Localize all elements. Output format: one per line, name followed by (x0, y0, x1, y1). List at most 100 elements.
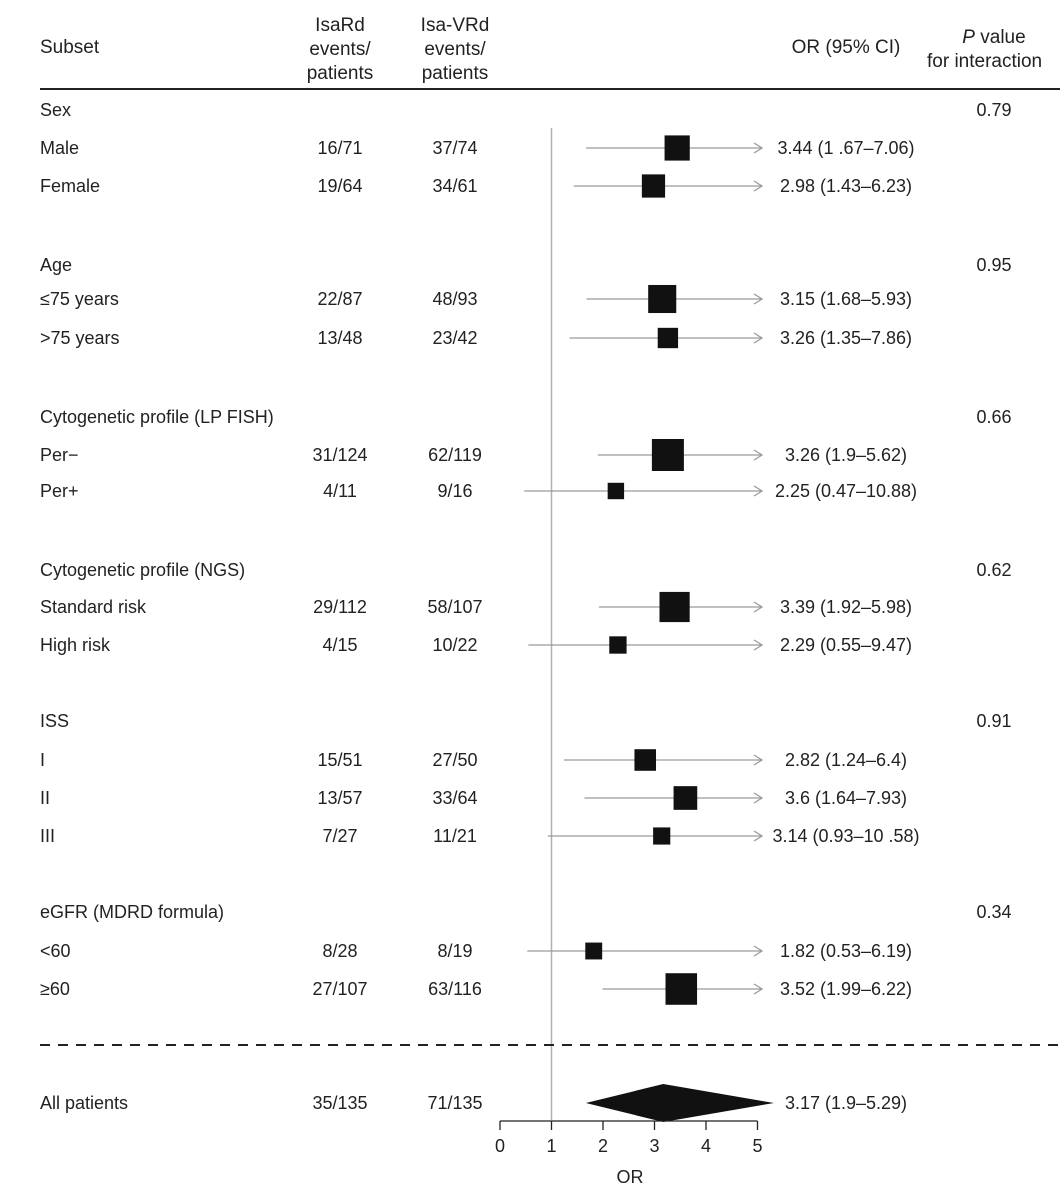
row-isavrd-events: 34/61 (432, 176, 477, 196)
row-label: Male (40, 138, 79, 158)
ci-arrow (753, 332, 764, 344)
header-isavrd-line2: events/ (424, 39, 486, 60)
table-header: Subset IsaRd events/ patients Isa-VRd ev… (40, 15, 1060, 90)
ci-arrow (753, 792, 764, 804)
or-marker (665, 973, 698, 1005)
x-tick-label: 1 (546, 1136, 556, 1156)
overall-or-ci-text: 3.17 (1.9–5.29) (785, 1093, 907, 1113)
group-title: eGFR (MDRD formula) (40, 902, 224, 922)
row-isard-events: 8/28 (322, 941, 357, 961)
row-label: II (40, 788, 50, 808)
x-tick-label: 3 (649, 1136, 659, 1156)
header-subset: Subset (40, 37, 100, 58)
row-isavrd-events: 8/19 (437, 941, 472, 961)
or-marker (585, 942, 603, 960)
header-isard-line2: events/ (309, 39, 371, 60)
or-marker (607, 482, 625, 500)
ci-arrow (753, 142, 764, 154)
ci-arrow (753, 485, 764, 497)
row-label: Per+ (40, 481, 79, 501)
subgroup-rows: Sex 0.79 Male 16/71 37/74 3.44 (1 .67–7.06) Fe… (40, 100, 1012, 1122)
row-label: Standard risk (40, 597, 147, 617)
group-p-value: 0.95 (976, 255, 1011, 275)
row-label: >75 years (40, 328, 120, 348)
group-title: ISS (40, 711, 69, 731)
header-isard-line3: patients (307, 63, 374, 84)
group-title: Cytogenetic profile (NGS) (40, 560, 245, 580)
group-p-value: 0.91 (976, 711, 1011, 731)
header-pvalue-line2: for interaction (927, 51, 1042, 72)
ci-arrow (753, 293, 764, 305)
row-label: III (40, 826, 55, 846)
group-title: Age (40, 255, 72, 275)
or-marker (657, 327, 679, 349)
row-isard-events: 13/57 (317, 788, 362, 808)
row-isard-events: 4/11 (323, 481, 357, 501)
ci-arrow (753, 754, 764, 766)
ci-arrow (753, 945, 764, 957)
row-isard-events: 19/64 (317, 176, 362, 196)
row-isavrd-events: 23/42 (432, 328, 477, 348)
row-isard-events: 27/107 (312, 979, 367, 999)
or-marker (673, 786, 698, 810)
group-title: Cytogenetic profile (LP FISH) (40, 407, 274, 427)
row-isard-events: 16/71 (317, 138, 362, 158)
row-isard-events: 7/27 (322, 826, 357, 846)
row-isavrd-events: 11/21 (433, 826, 477, 846)
row-label: ≥60 (40, 979, 70, 999)
or-marker (659, 591, 690, 623)
or-marker (664, 135, 690, 161)
ci-arrow (753, 983, 764, 995)
row-or-ci-text: 3.44 (1 .67–7.06) (777, 138, 914, 158)
row-isard-events: 29/112 (313, 597, 367, 617)
header-isavrd-line3: patients (422, 63, 489, 84)
or-marker (634, 749, 657, 771)
x-tick-label: 5 (752, 1136, 762, 1156)
row-or-ci-text: 3.26 (1.35–7.86) (780, 328, 912, 348)
ci-arrow (753, 180, 764, 192)
row-isavrd-events: 33/64 (432, 788, 477, 808)
row-label: I (40, 750, 45, 770)
row-or-ci-text: 2.82 (1.24–6.4) (785, 750, 907, 770)
row-or-ci-text: 3.26 (1.9–5.62) (785, 445, 907, 465)
row-isard-events: 4/15 (322, 635, 357, 655)
row-or-ci-text: 3.15 (1.68–5.93) (780, 289, 912, 309)
group-p-value: 0.34 (976, 902, 1011, 922)
header-or-ci: OR (95% CI) (792, 37, 901, 58)
row-or-ci-text: 2.29 (0.55–9.47) (780, 635, 912, 655)
row-isavrd-events: 10/22 (432, 635, 477, 655)
row-or-ci-text: 1.82 (0.53–6.19) (780, 941, 912, 961)
row-or-ci-text: 2.25 (0.47–10.88) (775, 481, 917, 501)
row-isard-events: 22/87 (317, 289, 362, 309)
overall-isard-events: 35/135 (312, 1093, 367, 1113)
overall-label: All patients (40, 1093, 128, 1113)
header-isavrd-line1: Isa-VRd (421, 15, 490, 36)
row-or-ci-text: 2.98 (1.43–6.23) (780, 176, 912, 196)
row-or-ci-text: 3.6 (1.64–7.93) (785, 788, 907, 808)
or-marker (651, 439, 684, 471)
row-label: Per− (40, 445, 79, 465)
overall-diamond (585, 1084, 774, 1122)
group-p-value: 0.62 (976, 560, 1011, 580)
header-pvalue-line1: P value (962, 27, 1025, 48)
header-isard-line1: IsaRd (315, 15, 365, 36)
row-isavrd-events: 63/116 (428, 979, 482, 999)
row-label: High risk (40, 635, 111, 655)
header-pvalue-italic-p: P (962, 27, 975, 48)
row-label: ≤75 years (40, 289, 119, 309)
row-isavrd-events: 58/107 (427, 597, 482, 617)
row-label: Female (40, 176, 100, 196)
overall-isavrd-events: 71/135 (427, 1093, 482, 1113)
row-or-ci-text: 3.52 (1.99–6.22) (780, 979, 912, 999)
row-or-ci-text: 3.14 (0.93–10 .58) (772, 826, 919, 846)
group-title: Sex (40, 100, 71, 120)
or-marker (653, 827, 671, 845)
ci-arrow (753, 449, 764, 461)
ci-arrow (753, 601, 764, 613)
group-p-value: 0.79 (976, 100, 1011, 120)
or-marker (648, 284, 677, 314)
row-isavrd-events: 62/119 (428, 445, 482, 465)
row-isavrd-events: 48/93 (432, 289, 477, 309)
x-tick-label: 2 (598, 1136, 608, 1156)
